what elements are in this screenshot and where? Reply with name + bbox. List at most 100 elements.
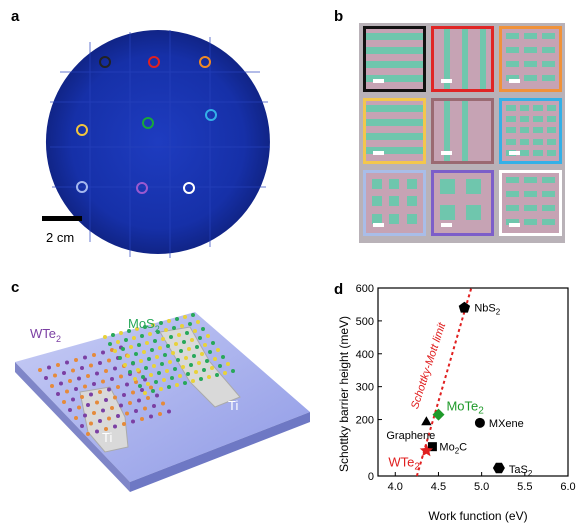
wafer-disc — [45, 30, 270, 254]
chart-points: NbS2 MoTe2 MXene Graphene Mo2C WTe2 TaS2 — [386, 301, 533, 478]
mos2-atom — [193, 329, 197, 333]
mos2-atom — [126, 354, 130, 358]
mos2-atom — [226, 362, 230, 366]
wafer-marker — [136, 182, 148, 194]
device-schematic: WTe2 MoS2 Ti Ti — [15, 312, 310, 492]
wte2-atom — [104, 398, 108, 402]
trend-label: Schottky-Mott limit — [409, 321, 448, 411]
wte2-atom — [38, 368, 42, 372]
wte2-atom — [101, 379, 105, 384]
wafer-marker — [183, 182, 195, 194]
micrograph-scale-bar — [509, 151, 520, 155]
wte2-atom — [113, 424, 117, 429]
y-tick-label: 200 — [356, 415, 374, 427]
micrograph-scale-bar — [441, 151, 452, 155]
mos2-atom — [185, 331, 189, 335]
wte2-atom — [128, 401, 132, 405]
wte2-atom — [86, 432, 90, 436]
wte2-atom — [110, 406, 114, 410]
mos2-atom — [163, 353, 167, 357]
mos2-atom — [182, 340, 186, 344]
substrate-side-left — [15, 362, 130, 492]
mos2-atom — [121, 347, 125, 351]
mos2-atom — [128, 370, 132, 374]
mos2-atom — [158, 346, 162, 350]
wafer-marker — [205, 109, 217, 121]
mos2-atom — [177, 333, 181, 337]
point-label: TaS2 — [509, 464, 533, 478]
mos2-atom — [123, 363, 127, 367]
wte2-atom — [86, 403, 90, 407]
wte2-atom — [80, 395, 84, 399]
mos2-atom — [157, 371, 161, 375]
mos2-atom — [190, 338, 194, 342]
wte2-atom — [65, 389, 69, 394]
mos2-atom — [188, 322, 192, 326]
mos2-atom — [184, 356, 188, 360]
micrograph-tile — [499, 26, 562, 92]
ti-right-label: Ti — [228, 398, 238, 413]
mos2-atom — [152, 364, 156, 368]
chart-axes — [377, 287, 569, 477]
x-tick-label: 4.5 — [431, 481, 446, 493]
mos2-atom — [148, 332, 152, 336]
micrograph-tile — [499, 98, 562, 164]
wte2-atom — [152, 404, 156, 408]
wte2-atom — [56, 363, 60, 367]
wte2-atom — [104, 369, 108, 373]
wte2-atom — [155, 393, 159, 398]
wte2-atom — [89, 421, 93, 426]
micrograph-grid — [359, 23, 565, 243]
wte2-label: WTe2 — [30, 326, 61, 344]
mos2-atom — [191, 379, 195, 383]
mos2-atom — [196, 320, 200, 324]
wte2-atom — [161, 401, 165, 406]
wafer-scale-bar — [42, 216, 82, 221]
y-tick-label: 300 — [356, 382, 374, 394]
mos2-atom — [149, 373, 153, 377]
panel-label-a: a — [11, 8, 20, 25]
mos2-atom — [168, 360, 172, 364]
wte2-atom — [98, 419, 102, 423]
wte2-atom — [119, 403, 123, 408]
micrograph-scale-bar — [441, 223, 452, 227]
mos2-atom — [135, 327, 139, 331]
mos2-atom — [131, 361, 135, 365]
micrograph-tile — [431, 170, 494, 236]
micrograph-scale-bar — [373, 79, 384, 83]
mos2-atom — [179, 349, 183, 353]
mos2-atom — [171, 351, 175, 355]
mos2-atom — [231, 369, 235, 373]
wte2-atom — [131, 419, 135, 424]
mos2-atom — [173, 367, 177, 371]
wte2-atom — [95, 400, 99, 405]
mos2-atom — [167, 385, 171, 389]
point-label: WTe2 — [388, 455, 420, 473]
mos2-atom — [210, 366, 214, 370]
wte2-atom — [92, 411, 96, 415]
ti-electrode-right — [159, 326, 241, 408]
mos2-atom — [221, 355, 225, 359]
wte2-atom — [125, 411, 129, 416]
mos2-atom — [118, 356, 122, 360]
panel-label-b: b — [334, 8, 344, 25]
mos2-atom — [201, 327, 205, 331]
substrate-side-right — [130, 412, 310, 492]
mos2-atom — [206, 334, 210, 338]
micrograph-tile — [363, 170, 426, 236]
mos2-atom — [133, 377, 137, 381]
wte2-atom — [53, 373, 57, 378]
mos2-atom — [218, 364, 222, 368]
mos2-atom — [186, 372, 190, 376]
wte2-atom — [74, 358, 78, 362]
mos2-atom — [191, 313, 195, 317]
wte2-atom — [113, 395, 117, 400]
mos2-atom — [134, 352, 138, 356]
mos2-atom — [127, 329, 131, 333]
mos2-atom — [154, 380, 158, 384]
mos2-atom — [155, 355, 159, 359]
wte2-atom — [50, 384, 54, 388]
mos2-atom — [213, 357, 217, 361]
wte2-atom — [80, 366, 84, 370]
mos2-atom — [159, 387, 163, 391]
